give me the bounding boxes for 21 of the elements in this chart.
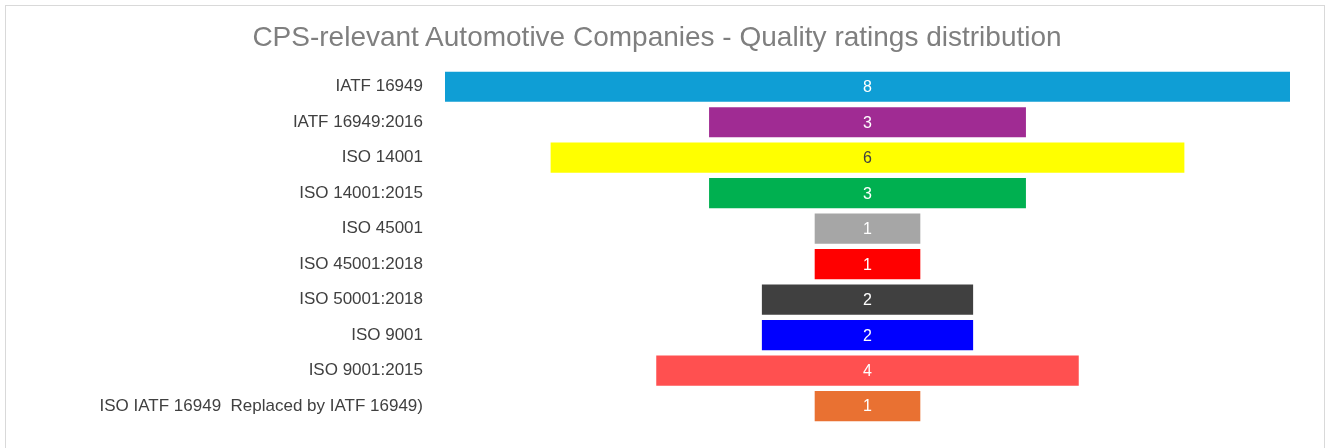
- data-label: 2: [863, 291, 873, 309]
- category-label: ISO 9001: [351, 324, 423, 344]
- category-label: ISO 45001:2018: [299, 253, 423, 273]
- data-label: 1: [863, 397, 873, 415]
- category-label: ISO 14001: [341, 147, 423, 167]
- text: CPS-relevant Automotive Companies - Quality ratings distribution: [252, 20, 1062, 52]
- category-label: IATF 16949:2016: [292, 111, 423, 131]
- category-label: ISO 45001: [341, 218, 423, 238]
- data-label: 3: [863, 184, 873, 202]
- category-label: ISO 14001:2015: [299, 182, 423, 202]
- category-label: ISO 9001:2015: [308, 360, 423, 380]
- category-label: ISO 50001:2018: [299, 289, 423, 309]
- data-label: 6: [863, 149, 873, 167]
- data-label: 4: [863, 361, 873, 379]
- data-label: 3: [863, 113, 873, 131]
- data-label: 8: [863, 78, 873, 96]
- data-label: 1: [863, 220, 873, 238]
- category-label: ISO IATF 16949 Replaced by IATF 16949): [99, 395, 423, 415]
- data-label: 1: [863, 255, 873, 273]
- category-label: IATF 16949: [335, 76, 423, 96]
- data-label: 2: [863, 326, 873, 344]
